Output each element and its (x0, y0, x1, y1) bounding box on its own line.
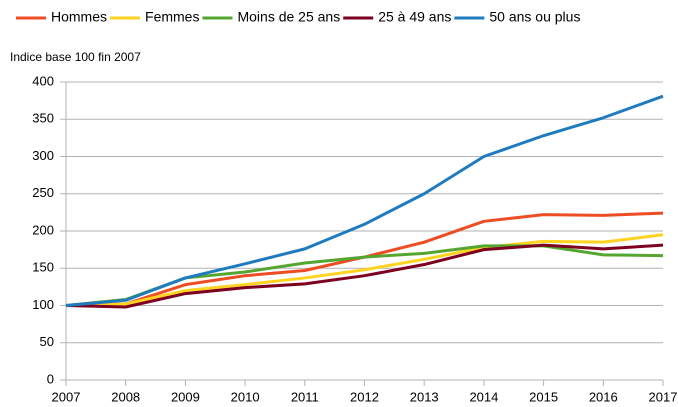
legend-label: 50 ans ou plus (489, 9, 580, 25)
x-tick-label: 2011 (291, 389, 319, 404)
x-tick-label: 2014 (469, 389, 498, 404)
x-tick-label: 2009 (171, 389, 200, 404)
y-tick-label: 50 (40, 334, 54, 349)
y-tick-label: 350 (32, 111, 54, 126)
x-tick-label: 2008 (111, 389, 140, 404)
y-tick-label: 250 (32, 185, 54, 200)
y-tick-label: 150 (32, 260, 54, 275)
x-tick-label: 2013 (410, 389, 439, 404)
x-tick-label: 2015 (529, 389, 558, 404)
x-tick-label: 2012 (350, 389, 379, 404)
y-tick-label: 300 (32, 148, 54, 163)
legend-label: 25 à 49 ans (378, 9, 451, 25)
legend-label: Hommes (51, 9, 107, 25)
series-line (65, 211, 664, 307)
x-tick-label: 2010 (231, 389, 260, 404)
y-tick-label: 400 (32, 73, 54, 88)
y-tick-label: 100 (32, 297, 54, 312)
legend-label: Femmes (145, 9, 199, 25)
series-line (65, 94, 664, 307)
x-tick-label: 2017 (649, 389, 678, 404)
y-tick-label: 0 (47, 371, 54, 386)
y-axis-label: Indice base 100 fin 2007 (10, 50, 141, 64)
series-line (65, 233, 664, 307)
legend-label: Moins de 25 ans (237, 9, 340, 25)
x-tick-label: 2016 (589, 389, 618, 404)
series-line (65, 243, 664, 309)
y-tick-label: 200 (32, 222, 54, 237)
x-tick-label: 2007 (52, 389, 81, 404)
